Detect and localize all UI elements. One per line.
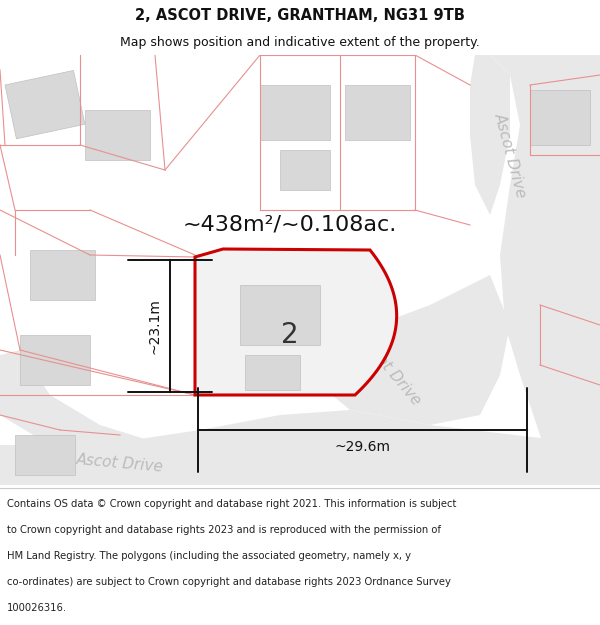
Text: 100026316.: 100026316. [7, 602, 67, 612]
Polygon shape [195, 249, 397, 395]
Text: co-ordinates) are subject to Crown copyright and database rights 2023 Ordnance S: co-ordinates) are subject to Crown copyr… [7, 577, 451, 587]
Text: to Crown copyright and database rights 2023 and is reproduced with the permissio: to Crown copyright and database rights 2… [7, 525, 441, 535]
Text: Map shows position and indicative extent of the property.: Map shows position and indicative extent… [120, 36, 480, 49]
Bar [345, 85, 410, 140]
Polygon shape [0, 350, 180, 455]
Bar [15, 435, 75, 475]
Polygon shape [0, 410, 600, 485]
Text: ~29.6m: ~29.6m [334, 440, 390, 454]
Polygon shape [470, 55, 510, 215]
Text: 2, ASCOT DRIVE, GRANTHAM, NG31 9TB: 2, ASCOT DRIVE, GRANTHAM, NG31 9TB [135, 8, 465, 23]
Bar [260, 85, 330, 140]
Bar [20, 335, 90, 385]
Bar [245, 355, 300, 390]
Text: HM Land Registry. The polygons (including the associated geometry, namely x, y: HM Land Registry. The polygons (includin… [7, 551, 411, 561]
Bar [5, 71, 85, 139]
Text: Ascot Drive: Ascot Drive [491, 111, 529, 199]
Polygon shape [490, 55, 600, 485]
Text: ~438m²/~0.108ac.: ~438m²/~0.108ac. [183, 215, 397, 235]
Text: Contains OS data © Crown copyright and database right 2021. This information is : Contains OS data © Crown copyright and d… [7, 499, 457, 509]
Bar [280, 150, 330, 190]
Text: Ascot Drive: Ascot Drive [76, 452, 164, 474]
Text: ~23.1m: ~23.1m [148, 298, 162, 354]
Bar [30, 250, 95, 300]
Bar [240, 285, 320, 345]
Bar [85, 110, 150, 160]
Polygon shape [320, 275, 510, 425]
Bar [530, 90, 590, 145]
Text: Ascot Drive: Ascot Drive [356, 332, 424, 408]
Text: 2: 2 [281, 321, 299, 349]
